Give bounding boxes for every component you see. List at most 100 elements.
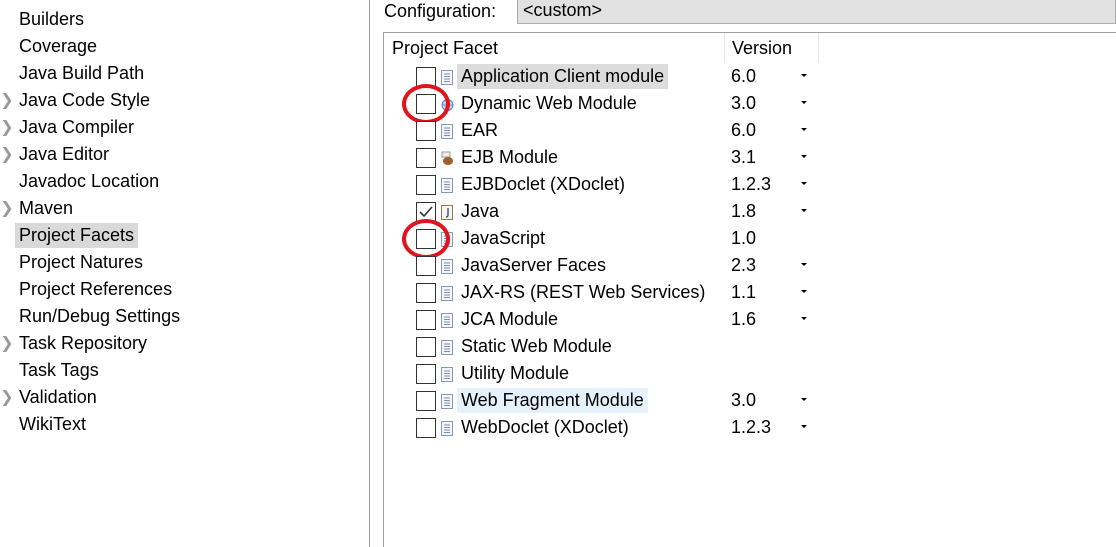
sidebar-item-label: WikiText — [19, 414, 86, 434]
chevron-right-icon[interactable]: ❯ — [0, 335, 14, 352]
facet-checkbox[interactable] — [416, 418, 436, 438]
facet-name: JavaScript — [461, 228, 546, 248]
document-icon — [441, 177, 453, 193]
sidebar-item-label: Run/Debug Settings — [19, 306, 181, 326]
configuration-label: Configuration: — [384, 1, 497, 21]
facet-version[interactable]: 2.3 — [731, 255, 757, 275]
facet-name: Utility Module — [461, 363, 570, 383]
sidebar-item[interactable]: ❯ Java Compiler — [0, 114, 360, 141]
facet-version: 1.0 — [731, 228, 757, 248]
chevron-right-icon[interactable]: ❯ — [0, 146, 14, 163]
facet-checkbox[interactable] — [416, 364, 436, 384]
dropdown-arrow-icon[interactable] — [801, 263, 807, 266]
facet-name: Application Client module — [457, 64, 669, 89]
facet-row[interactable]: Static Web Module — [384, 333, 1116, 360]
facet-version[interactable]: 6.0 — [731, 120, 757, 140]
facet-version[interactable]: 3.0 — [731, 93, 757, 113]
chevron-right-icon[interactable]: ❯ — [0, 389, 14, 406]
sidebar-item[interactable]: Task Tags — [0, 357, 360, 384]
facet-name: EJB Module — [461, 147, 559, 167]
facet-checkbox[interactable] — [416, 283, 436, 303]
version-column-header[interactable]: Version — [732, 38, 793, 58]
facet-version[interactable]: 1.2.3 — [731, 174, 772, 194]
checkmark-icon — [419, 206, 433, 218]
facet-row[interactable]: JCA Module 1.6 — [384, 306, 1116, 333]
configuration-combo[interactable]: <custom> — [517, 0, 1116, 24]
sidebar-item[interactable]: Builders — [0, 6, 360, 33]
sidebar-item[interactable]: ❯ Java Code Style — [0, 87, 360, 114]
facet-name: JCA Module — [461, 309, 559, 329]
document-icon — [441, 123, 453, 139]
facet-row[interactable]: JavaServer Faces 2.3 — [384, 252, 1116, 279]
sidebar-item[interactable]: Project Natures — [0, 249, 360, 276]
facet-version[interactable]: 1.1 — [731, 282, 757, 302]
sidebar-item[interactable]: ❯ Task Repository — [0, 330, 360, 357]
column-divider[interactable] — [818, 33, 819, 63]
dropdown-arrow-icon[interactable] — [801, 101, 807, 104]
chevron-right-icon[interactable]: ❯ — [0, 200, 14, 217]
document-icon — [441, 312, 453, 328]
facet-version[interactable]: 1.8 — [731, 201, 757, 221]
facet-checkbox[interactable] — [416, 148, 436, 168]
facet-version[interactable]: 1.2.3 — [731, 417, 772, 437]
facet-checkbox[interactable] — [416, 256, 436, 276]
column-divider[interactable] — [724, 33, 725, 63]
chevron-right-icon[interactable]: ❯ — [0, 119, 14, 136]
facet-checkbox[interactable] — [416, 175, 436, 195]
sidebar-item[interactable]: WikiText — [0, 411, 360, 438]
sidebar-item-label: Java Build Path — [19, 63, 145, 83]
dropdown-arrow-icon[interactable] — [801, 290, 807, 293]
facet-checkbox[interactable] — [416, 121, 436, 141]
facet-row[interactable]: Utility Module — [384, 360, 1116, 387]
sidebar-item[interactable]: Javadoc Location — [0, 168, 360, 195]
facet-row[interactable]: JavaScript 1.0 — [384, 225, 1116, 252]
sidebar-item-label: Project Natures — [19, 252, 144, 272]
facet-column-header[interactable]: Project Facet — [392, 38, 499, 58]
facet-row[interactable]: Dynamic Web Module 3.0 — [384, 90, 1116, 117]
facet-row[interactable]: Application Client module 6.0 — [384, 63, 1116, 90]
chevron-right-icon[interactable]: ❯ — [0, 92, 14, 109]
dropdown-arrow-icon[interactable] — [801, 182, 807, 185]
dropdown-arrow-icon[interactable] — [801, 317, 807, 320]
facet-row[interactable]: EJB Module 3.1 — [384, 144, 1116, 171]
sidebar-item[interactable]: Run/Debug Settings — [0, 303, 360, 330]
facet-checkbox[interactable] — [416, 337, 436, 357]
facet-version[interactable]: 6.0 — [731, 66, 757, 86]
project-facets-panel: Configuration: <custom> Project Facet Ve… — [371, 0, 1116, 547]
facets-table: Project Facet Version Application Client… — [383, 32, 1116, 547]
sidebar-item[interactable]: ❯ Java Editor — [0, 141, 360, 168]
sidebar-item[interactable]: ❯ Maven — [0, 195, 360, 222]
sidebar-item-label: Builders — [19, 9, 85, 29]
sidebar-item[interactable]: Project Facets — [0, 222, 360, 249]
document-icon — [441, 285, 453, 301]
facet-row[interactable]: WebDoclet (XDoclet) 1.2.3 — [384, 414, 1116, 441]
facet-checkbox[interactable] — [416, 391, 436, 411]
document-icon — [441, 393, 453, 409]
sidebar-item[interactable]: Java Build Path — [0, 60, 360, 87]
facet-checkbox[interactable] — [416, 310, 436, 330]
sidebar-item-label: Project Facets — [15, 223, 139, 248]
sidebar-item-label: Task Repository — [19, 333, 148, 353]
document-icon — [441, 258, 453, 274]
dropdown-arrow-icon[interactable] — [801, 425, 807, 428]
facet-version[interactable]: 1.6 — [731, 309, 757, 329]
dropdown-arrow-icon[interactable] — [801, 128, 807, 131]
facet-name: WebDoclet (XDoclet) — [461, 417, 629, 437]
dropdown-arrow-icon[interactable] — [801, 398, 807, 401]
property-sidebar: Builders Coverage Java Build Path ❯ Java Cod… — [0, 0, 370, 547]
facet-version[interactable]: 3.0 — [731, 390, 757, 410]
dropdown-arrow-icon[interactable] — [801, 209, 807, 212]
facet-name: JAX-RS (REST Web Services) — [461, 282, 706, 302]
sidebar-item[interactable]: Project References — [0, 276, 360, 303]
sidebar-item[interactable]: Coverage — [0, 33, 360, 60]
sidebar-item[interactable]: ❯ Validation — [0, 384, 360, 411]
facet-row[interactable]: Web Fragment Module 3.0 — [384, 387, 1116, 414]
facet-row[interactable]: EAR 6.0 — [384, 117, 1116, 144]
facet-checkbox[interactable] — [416, 202, 436, 222]
dropdown-arrow-icon[interactable] — [801, 155, 807, 158]
facet-row[interactable]: EJBDoclet (XDoclet) 1.2.3 — [384, 171, 1116, 198]
dropdown-arrow-icon[interactable] — [801, 74, 807, 77]
facet-version[interactable]: 3.1 — [731, 147, 757, 167]
facet-row[interactable]: JAX-RS (REST Web Services) 1.1 — [384, 279, 1116, 306]
facet-row[interactable]: Java 1.8 — [384, 198, 1116, 225]
